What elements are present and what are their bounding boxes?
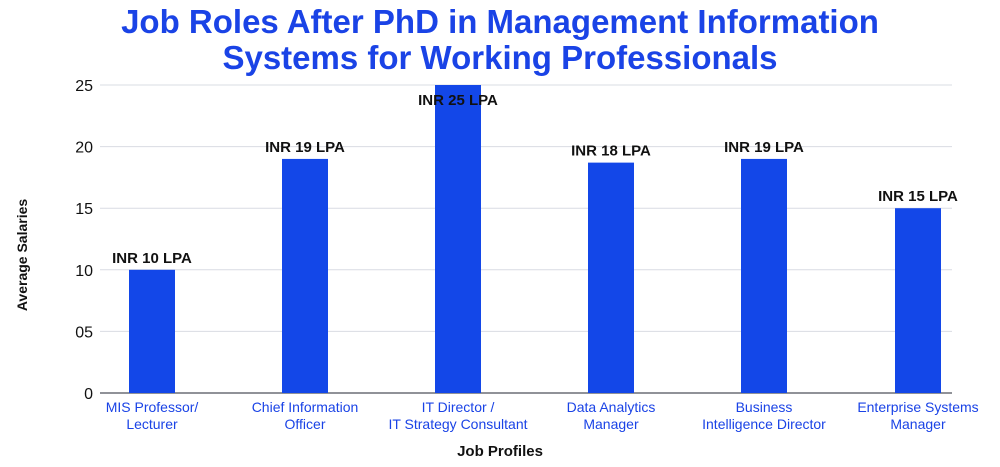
x-tick-label: Manager <box>583 416 639 432</box>
chart-title-line-1: Job Roles After PhD in Management Inform… <box>121 3 879 40</box>
y-tick-label: 10 <box>75 263 93 280</box>
x-tick-label: Officer <box>285 416 326 432</box>
x-tick-label: Intelligence Director <box>702 416 826 432</box>
bar <box>588 162 634 393</box>
data-label: INR 18 LPA <box>571 143 651 160</box>
bar <box>741 158 787 393</box>
bars <box>129 85 941 393</box>
data-label: INR 19 LPA <box>724 139 804 156</box>
x-axis: MIS Professor/Lecturer Chief InformationO… <box>106 399 979 432</box>
chart-title-line-2: Systems for Working Professionals <box>222 39 778 76</box>
y-tick-label: 25 <box>75 78 93 95</box>
bar <box>895 208 941 393</box>
data-label: INR 15 LPA <box>878 188 958 205</box>
x-tick-label: Data Analytics <box>567 399 656 415</box>
y-tick-label: 0 <box>84 386 93 403</box>
y-axis-title: Average Salaries <box>14 199 30 312</box>
gridlines <box>100 84 952 394</box>
bar <box>282 158 328 393</box>
y-tick-label: 05 <box>75 324 93 341</box>
x-tick-label: MIS Professor/ <box>106 399 199 415</box>
chart-title: Job Roles After PhD in Management Inform… <box>0 4 1000 76</box>
y-tick-label: 15 <box>75 201 93 218</box>
x-axis-title: Job Profiles <box>457 443 543 460</box>
x-tick-label: Manager <box>890 416 946 432</box>
data-labels: INR 10 LPA INR 19 LPA INR 25 LPA INR 18 LPA… <box>112 92 958 267</box>
x-tick-label: Lecturer <box>126 416 178 432</box>
y-tick-label: 20 <box>75 140 93 157</box>
x-tick-label: Business <box>736 399 793 415</box>
data-label: INR 10 LPA <box>112 250 192 267</box>
data-label: INR 25 LPA <box>418 92 498 109</box>
x-tick-label: Chief Information <box>252 399 359 415</box>
x-tick-label: IT Strategy Consultant <box>388 416 527 432</box>
x-tick-label: IT Director / <box>422 399 495 415</box>
data-label: INR 19 LPA <box>265 139 345 156</box>
y-axis: 0 05 10 15 20 25 <box>75 78 93 403</box>
bar <box>129 269 175 393</box>
x-tick-label: Enterprise Systems <box>857 399 978 415</box>
bar <box>435 85 481 393</box>
